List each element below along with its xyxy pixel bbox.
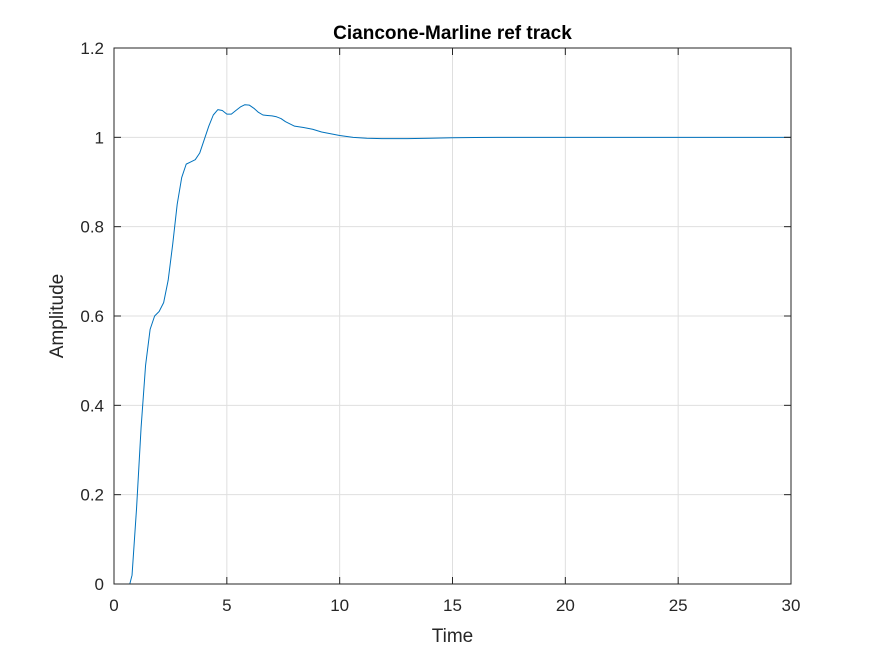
y-tick-label: 0.6 (80, 307, 104, 326)
y-tick-label: 0 (95, 575, 104, 594)
x-tick-label: 25 (669, 596, 688, 615)
y-tick-label: 0.2 (80, 486, 104, 505)
x-tick-label: 20 (556, 596, 575, 615)
tick-labels: 0 5 10 15 20 25 30 0 0.2 0.4 0.6 0.8 1 1.2 (80, 39, 800, 615)
x-tick-label: 30 (782, 596, 801, 615)
y-tick-label: 0.4 (80, 396, 104, 415)
chart-title: Ciancone-Marline ref track (333, 23, 572, 44)
x-tick-label: 10 (330, 596, 349, 615)
x-tick-label: 5 (222, 596, 231, 615)
y-axis-label: Amplitude (47, 274, 68, 359)
series-line (114, 104, 791, 585)
x-axis-label: Time (432, 626, 474, 647)
x-tick-label: 0 (109, 596, 118, 615)
y-tick-label: 1 (95, 128, 104, 147)
x-tick-label: 15 (443, 596, 462, 615)
tick-marks (113, 47, 792, 585)
y-tick-label: 1.2 (80, 39, 104, 58)
y-tick-label: 0.8 (80, 218, 104, 237)
